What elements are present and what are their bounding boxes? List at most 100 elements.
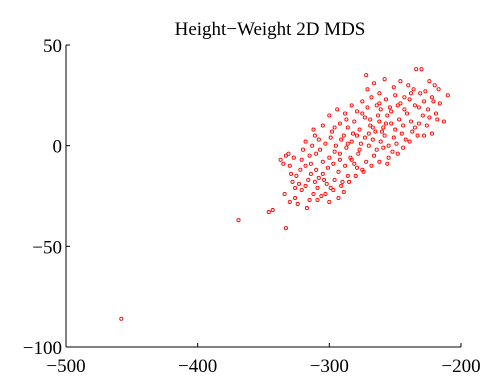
data-point xyxy=(402,95,407,100)
data-point xyxy=(337,121,342,126)
data-point xyxy=(314,167,319,172)
chart-title: Height−Weight 2D MDS xyxy=(175,19,366,40)
data-point xyxy=(352,119,357,124)
data-point xyxy=(420,113,425,118)
data-point xyxy=(389,109,394,114)
data-point xyxy=(389,121,394,126)
data-point xyxy=(344,117,349,122)
data-point xyxy=(332,125,337,130)
data-point xyxy=(419,67,424,72)
data-point xyxy=(337,157,342,162)
data-point xyxy=(315,185,320,190)
data-point xyxy=(429,131,435,136)
data-point xyxy=(411,87,416,92)
data-point xyxy=(387,105,392,110)
data-point xyxy=(395,103,400,108)
x-tick-label: −500 xyxy=(46,356,85,377)
data-point xyxy=(266,210,271,215)
data-point xyxy=(416,121,421,126)
data-point xyxy=(350,131,356,136)
data-point xyxy=(354,165,360,170)
data-point xyxy=(343,163,348,168)
data-point xyxy=(236,218,241,223)
data-point xyxy=(382,77,387,82)
data-point xyxy=(354,133,360,138)
data-point xyxy=(386,155,391,160)
data-point xyxy=(331,187,336,193)
y-axis: −100 −50 0 50 xyxy=(23,36,70,359)
data-point xyxy=(352,161,357,166)
data-point xyxy=(427,79,432,84)
data-point xyxy=(437,101,442,106)
data-point xyxy=(319,193,324,199)
data-point xyxy=(431,99,436,104)
data-point xyxy=(361,169,366,174)
data-point xyxy=(345,141,350,146)
data-point xyxy=(354,109,360,114)
data-point xyxy=(357,127,362,132)
data-point xyxy=(349,139,354,144)
data-point xyxy=(281,161,286,166)
data-point xyxy=(362,115,367,120)
data-point xyxy=(381,145,386,150)
data-point xyxy=(287,163,292,168)
data-point xyxy=(391,85,396,90)
data-point xyxy=(322,177,327,182)
data-points xyxy=(119,67,450,321)
data-point xyxy=(423,89,428,94)
data-point xyxy=(379,129,385,134)
data-point xyxy=(320,171,325,176)
data-point xyxy=(435,117,440,122)
data-point xyxy=(386,143,391,148)
data-point xyxy=(377,101,382,106)
data-point xyxy=(376,113,381,118)
data-point xyxy=(304,206,309,211)
data-point xyxy=(445,93,450,98)
data-point xyxy=(291,155,296,160)
data-point xyxy=(391,135,396,140)
data-point xyxy=(356,151,361,156)
data-point xyxy=(332,177,337,182)
data-point xyxy=(360,111,365,116)
data-point xyxy=(335,107,340,112)
data-point xyxy=(307,153,312,158)
data-point xyxy=(336,195,341,201)
data-point xyxy=(360,99,365,104)
data-point xyxy=(429,95,435,100)
data-point xyxy=(422,99,427,104)
y-tick-label: −100 xyxy=(23,338,62,359)
data-point xyxy=(365,87,370,92)
data-point xyxy=(383,121,389,126)
data-point xyxy=(427,115,432,120)
data-point xyxy=(433,111,439,116)
data-point xyxy=(401,145,406,150)
data-point xyxy=(299,187,304,193)
data-point xyxy=(418,91,423,96)
data-point xyxy=(331,161,336,166)
data-point xyxy=(404,111,410,116)
data-point xyxy=(390,149,395,154)
x-tick-label: −400 xyxy=(178,356,217,377)
data-point xyxy=(370,137,375,142)
data-point xyxy=(368,117,373,122)
data-point xyxy=(372,153,377,158)
data-point xyxy=(344,145,349,150)
data-point xyxy=(353,173,358,178)
data-point xyxy=(308,161,313,166)
data-point xyxy=(283,153,288,158)
data-point xyxy=(408,91,414,96)
data-point xyxy=(332,149,337,154)
data-point xyxy=(358,141,363,146)
data-point xyxy=(362,135,367,140)
data-point xyxy=(345,173,350,178)
data-point xyxy=(294,173,299,178)
data-point xyxy=(369,163,374,168)
data-point xyxy=(377,159,382,164)
data-point xyxy=(397,117,402,122)
data-point xyxy=(407,139,412,144)
data-point xyxy=(320,159,325,164)
data-point xyxy=(327,199,332,205)
data-point xyxy=(312,179,317,184)
data-point xyxy=(336,169,341,174)
data-point xyxy=(337,151,342,156)
